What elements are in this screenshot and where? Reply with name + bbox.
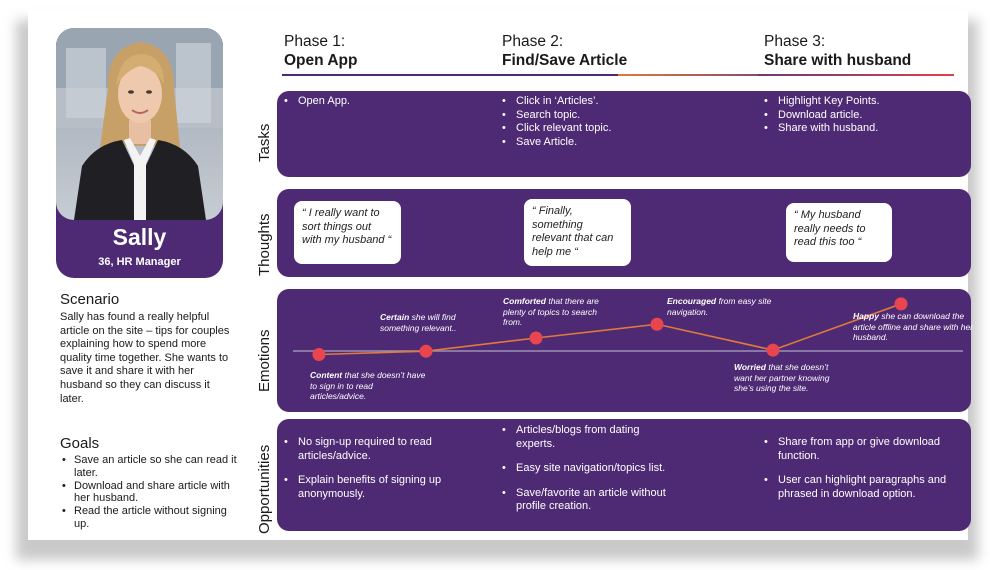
emotion-text: that she doesn’t want her partner knowin…: [734, 362, 830, 393]
task-item: Share with husband.: [764, 122, 964, 136]
task-item: Click relevant topic.: [502, 122, 722, 136]
emotion-label-4: Encouraged from easy site navigation.: [667, 296, 779, 317]
phase-3-underline: [758, 74, 954, 76]
opportunity-item: Save/favorite an article without profile…: [502, 487, 678, 514]
emotion-name: Worried: [734, 362, 766, 372]
opportunity-item: Explain benefits of signing up anonymous…: [284, 474, 460, 501]
emotion-name: Certain: [380, 312, 410, 322]
emotion-line: [318, 303, 902, 356]
emotion-point-6: [894, 297, 908, 311]
tasks-phase-1: Open App.: [284, 95, 484, 109]
opportunities-phase-2: Articles/blogs from dating experts. Easy…: [502, 424, 678, 525]
tasks-phase-3: Highlight Key Points. Download article. …: [764, 95, 964, 136]
scenario-heading: Scenario: [60, 291, 120, 308]
emotion-text: that she doesn’t have to sign in to read…: [310, 370, 426, 401]
row-label-emotions: Emotions: [256, 329, 273, 392]
goals-heading: Goals: [60, 435, 100, 452]
phase-2-underline: [618, 74, 758, 76]
row-label-tasks: Tasks: [256, 123, 273, 162]
emotion-label-2: Certain she will find something relevant…: [380, 312, 464, 333]
phase-2-name: Find/Save Article: [502, 52, 628, 69]
thought-bubble-phase-2: “ Finally, something relevant that can h…: [524, 199, 631, 266]
task-item: Download article.: [764, 109, 964, 123]
emotion-point-2: [419, 344, 433, 358]
persona-photo: [56, 28, 223, 220]
phase-1-number: Phase 1:: [284, 33, 346, 50]
emotion-label-6: Happy she can download the article offli…: [853, 311, 973, 343]
task-item: Open App.: [284, 95, 484, 109]
phase-1-name: Open App: [284, 52, 358, 69]
emotion-point-1: [312, 348, 326, 361]
phase-3-number: Phase 3:: [764, 33, 826, 50]
phase-2-header: Phase 2: Find/Save Article: [502, 32, 627, 70]
opportunity-item: Articles/blogs from dating experts.: [502, 424, 678, 451]
row-label-thoughts: Thoughts: [256, 213, 273, 276]
emotion-name: Encouraged: [667, 296, 717, 306]
phase-1-underline: [282, 74, 618, 76]
emotion-point-5: [766, 343, 780, 357]
emotion-text: from easy site navigation.: [667, 296, 772, 317]
persona-card: Sally 36, HR Manager: [56, 28, 223, 278]
phase-2-number: Phase 2:: [502, 33, 564, 50]
emotion-text: she will find something relevant..: [380, 312, 457, 333]
emotion-label-1: Content that she doesn’t have to sign in…: [310, 370, 430, 402]
emotion-text: that there are plenty of topics to searc…: [503, 296, 599, 327]
goal-item: Read the article without signing up.: [62, 505, 237, 531]
opportunity-item: User can highlight paragraphs and phrase…: [764, 474, 950, 501]
emotion-point-4: [650, 317, 664, 331]
opportunity-item: No sign-up required to read articles/adv…: [284, 436, 460, 463]
phase-3-name: Share with husband: [764, 52, 912, 69]
phase-1-header: Phase 1: Open App: [284, 32, 357, 70]
emotion-name: Happy: [853, 311, 879, 321]
goals-list: Save an article so she can read it later…: [62, 454, 237, 531]
thought-bubble-phase-1: “ I really want to sort things out with …: [294, 201, 401, 264]
emotion-name: Comforted: [503, 296, 546, 306]
task-item: Highlight Key Points.: [764, 95, 964, 109]
tasks-phase-2: Click in ‘Articles’. Search topic. Click…: [502, 95, 722, 149]
persona-photo-icon: [56, 28, 223, 220]
persona-role: 36, HR Manager: [98, 256, 181, 268]
emotion-label-5: Worried that she doesn’t want her partne…: [734, 362, 842, 394]
task-item: Save Article.: [502, 136, 722, 150]
emotion-name: Content: [310, 370, 343, 380]
emotion-text: she can download the article offline and…: [853, 311, 974, 342]
goal-item: Download and share article with her husb…: [62, 480, 237, 506]
emotion-point-3: [529, 331, 543, 345]
phase-3-header: Phase 3: Share with husband: [764, 32, 911, 70]
opportunity-item: Easy site navigation/topics list.: [502, 462, 678, 476]
row-label-opportunities: Opportunities: [256, 444, 273, 534]
emotion-curve: [293, 297, 963, 361]
goal-item: Save an article so she can read it later…: [62, 454, 237, 480]
task-item: Search topic.: [502, 109, 722, 123]
opportunity-item: Share from app or give download function…: [764, 436, 950, 463]
thought-bubble-phase-3: “ My husband really needs to read this t…: [786, 203, 892, 262]
task-item: Click in ‘Articles’.: [502, 95, 722, 109]
persona-name: Sally: [112, 224, 167, 250]
opportunities-phase-1: No sign-up required to read articles/adv…: [284, 436, 460, 512]
opportunities-phase-3: Share from app or give download function…: [764, 436, 950, 512]
scenario-text: Sally has found a really helpful article…: [60, 311, 230, 405]
emotion-label-3: Comforted that there are plenty of topic…: [503, 296, 615, 328]
